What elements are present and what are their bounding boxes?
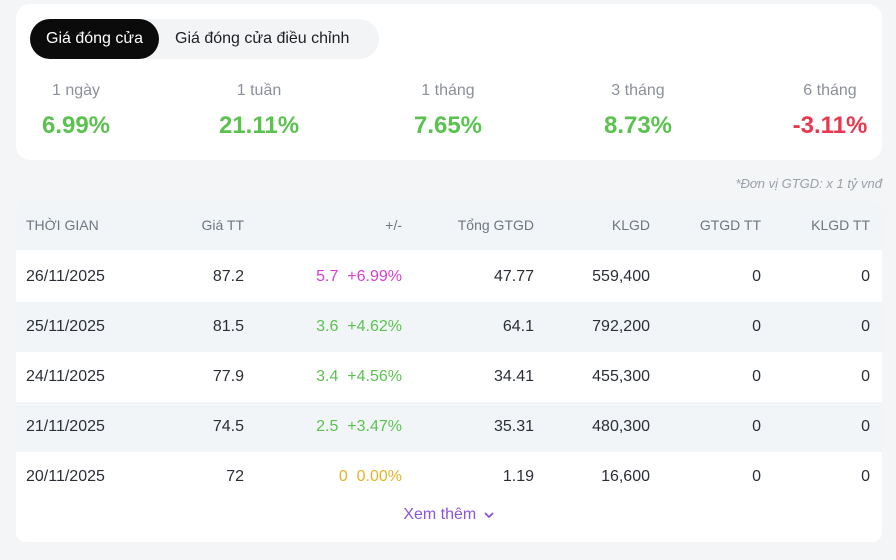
unit-note: *Đơn vị GTGD: x 1 tỷ vnđ — [735, 176, 882, 191]
row-gtgd: 35.31 — [493, 418, 534, 435]
header-klgd: KLGD — [611, 217, 650, 233]
row-klgd-tt: 0 — [861, 418, 870, 435]
period-returns: 1 ngày 6.99% 1 tuần 21.11% 1 tháng 7.65%… — [16, 82, 882, 152]
row-date: 25/11/2025 — [26, 318, 105, 335]
change-percent: +6.99% — [347, 268, 402, 285]
change-percent: +3.47% — [347, 418, 402, 435]
row-klgd: 480,300 — [592, 418, 650, 435]
tab-adjusted-close-price[interactable]: Giá đóng cửa điều chỉnh — [175, 30, 350, 47]
row-price: 77.9 — [212, 368, 244, 385]
row-gtgd-tt: 0 — [752, 468, 761, 485]
table-row: 24/11/2025 77.9 3.4 +4.56% 34.41 455,300… — [16, 352, 882, 402]
row-price: 87.2 — [212, 268, 244, 285]
row-change: 5.7 +6.99% — [316, 252, 402, 302]
performance-card: Giá đóng cửa Giá đóng cửa điều chỉnh 1 n… — [16, 4, 882, 160]
price-history-table: THỜI GIAN Giá TT +/- Tổng GTGD KLGD GTGD… — [16, 200, 882, 542]
row-gtgd: 64.1 — [502, 318, 534, 335]
period-label: 3 tháng — [611, 82, 665, 99]
chevron-down-icon — [484, 512, 494, 518]
row-gtgd-tt: 0 — [752, 268, 761, 285]
row-gtgd: 1.19 — [502, 468, 534, 485]
row-gtgd-tt: 0 — [752, 368, 761, 385]
header-change: +/- — [385, 217, 402, 233]
header-price: Giá TT — [201, 217, 244, 233]
header-gtgd: Tổng GTGD — [457, 217, 534, 233]
table-row: 26/11/2025 87.2 5.7 +6.99% 47.77 559,400… — [16, 252, 882, 302]
show-more-button[interactable]: Xem thêm — [16, 506, 882, 524]
row-gtgd: 47.77 — [493, 268, 534, 285]
row-gtgd-tt: 0 — [752, 418, 761, 435]
change-value: 3.6 — [316, 318, 339, 335]
period-value: 6.99% — [41, 112, 111, 139]
row-date: 21/11/2025 — [26, 418, 105, 435]
change-value: 5.7 — [316, 268, 339, 285]
period-value: 21.11% — [218, 112, 300, 139]
header-klgd-tt: KLGD TT — [811, 217, 870, 233]
row-price: 72 — [226, 468, 244, 485]
period-6-months: 6 tháng -3.11% — [770, 82, 890, 140]
table-row: 21/11/2025 74.5 2.5 +3.47% 35.31 480,300… — [16, 402, 882, 452]
change-percent: +4.62% — [347, 318, 402, 335]
row-klgd: 16,600 — [601, 468, 650, 485]
row-klgd-tt: 0 — [861, 468, 870, 485]
change-value: 3.4 — [316, 368, 339, 385]
table-row: 20/11/2025 72 0 0.00% 1.19 16,600 0 0 — [16, 452, 882, 502]
row-change: 0 0.00% — [339, 452, 402, 502]
row-date: 26/11/2025 — [26, 268, 105, 285]
change-value: 2.5 — [316, 418, 339, 435]
change-percent: +4.56% — [347, 368, 402, 385]
header-date: THỜI GIAN — [26, 217, 99, 233]
period-value: -3.11% — [792, 112, 868, 139]
row-klgd: 792,200 — [592, 318, 650, 335]
row-price: 81.5 — [212, 318, 244, 335]
row-change: 2.5 +3.47% — [316, 402, 402, 452]
period-1-month: 1 tháng 7.65% — [388, 82, 508, 140]
row-change: 3.4 +4.56% — [316, 352, 402, 402]
row-change: 3.6 +4.62% — [316, 302, 402, 352]
row-klgd: 559,400 — [592, 268, 650, 285]
table-row: 25/11/2025 81.5 3.6 +4.62% 64.1 792,200 … — [16, 302, 882, 352]
period-label: 1 ngày — [51, 82, 101, 99]
table-header: THỜI GIAN Giá TT +/- Tổng GTGD KLGD GTGD… — [16, 200, 882, 250]
header-gtgd-tt: GTGD TT — [699, 217, 761, 233]
row-klgd-tt: 0 — [861, 318, 870, 335]
period-3-months: 3 tháng 8.73% — [578, 82, 698, 140]
period-label: 1 tuần — [236, 82, 282, 99]
period-label: 1 tháng — [421, 82, 475, 99]
row-date: 20/11/2025 — [26, 468, 105, 485]
row-gtgd: 34.41 — [493, 368, 534, 385]
period-value: 7.65% — [413, 112, 483, 139]
price-type-tabs: Giá đóng cửa Giá đóng cửa điều chỉnh — [30, 19, 380, 59]
period-label: 6 tháng — [803, 82, 857, 99]
row-gtgd-tt: 0 — [752, 318, 761, 335]
period-1-week: 1 tuần 21.11% — [199, 82, 319, 140]
tab-close-price[interactable]: Giá đóng cửa — [30, 19, 159, 59]
row-klgd-tt: 0 — [861, 368, 870, 385]
row-date: 24/11/2025 — [26, 368, 105, 385]
row-klgd-tt: 0 — [861, 268, 870, 285]
row-price: 74.5 — [212, 418, 244, 435]
show-more-label: Xem thêm — [403, 506, 477, 523]
change-percent: 0.00% — [356, 468, 402, 485]
change-value: 0 — [338, 468, 348, 485]
period-1-day: 1 ngày 6.99% — [16, 82, 136, 140]
row-klgd: 455,300 — [592, 368, 650, 385]
period-value: 8.73% — [603, 112, 673, 139]
